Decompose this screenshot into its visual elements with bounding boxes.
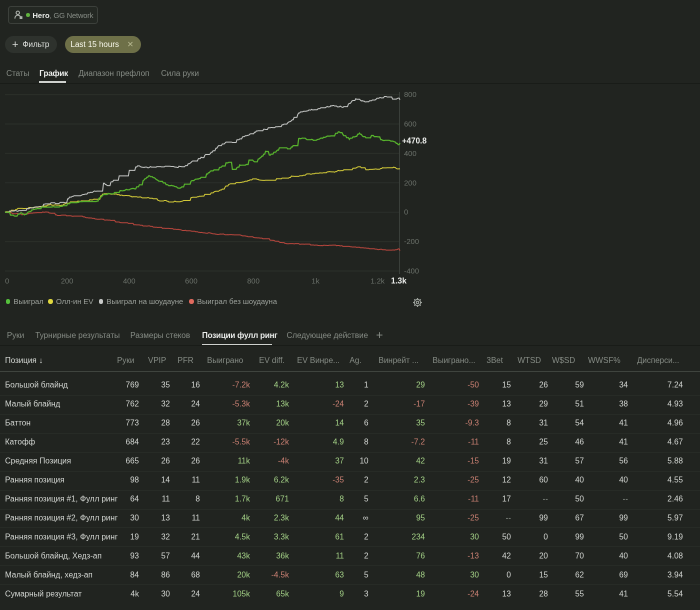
svg-text:0: 0 xyxy=(404,208,408,217)
svg-text:800: 800 xyxy=(247,277,260,286)
svg-text:-200: -200 xyxy=(404,237,419,246)
svg-text:1.3k: 1.3k xyxy=(391,277,407,286)
svg-text:1k: 1k xyxy=(312,277,320,286)
svg-text:400: 400 xyxy=(123,277,136,286)
svg-text:+470.8: +470.8 xyxy=(402,137,427,146)
svg-text:0: 0 xyxy=(5,277,9,286)
svg-text:600: 600 xyxy=(185,277,198,286)
svg-text:-400: -400 xyxy=(404,267,419,276)
svg-text:1.2k: 1.2k xyxy=(371,277,385,286)
svg-text:200: 200 xyxy=(61,277,74,286)
svg-text:600: 600 xyxy=(404,120,417,129)
svg-text:200: 200 xyxy=(404,178,417,187)
svg-text:400: 400 xyxy=(404,149,417,158)
svg-text:800: 800 xyxy=(404,90,417,99)
